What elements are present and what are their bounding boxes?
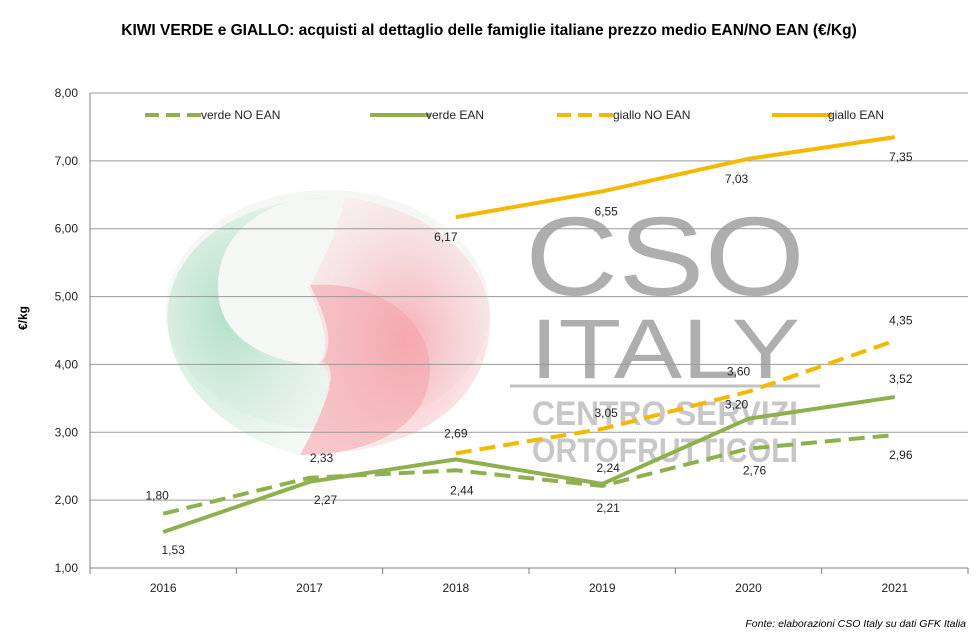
data-label: 1,80: [145, 489, 169, 503]
x-tick-label: 2020: [735, 581, 762, 595]
data-label: 6,17: [434, 230, 458, 244]
y-tick-label: 3,00: [55, 425, 79, 439]
y-axis-title: €/kg: [16, 306, 30, 330]
y-tick-label: 4,00: [55, 357, 79, 371]
watermark-pink-inner: [300, 284, 430, 455]
x-tick-label: 2018: [442, 581, 469, 595]
data-label: 7,35: [889, 150, 913, 164]
axes: [89, 93, 969, 574]
watermark-text-centro-servizi: CENTRO SERVIZI: [532, 395, 798, 433]
x-tick-label: 2017: [296, 581, 323, 595]
watermark-text-ortofrutticoli: ORTOFRUTTICOLI: [532, 432, 798, 470]
data-label: 2,33: [310, 451, 334, 465]
legend-label: verde NO EAN: [201, 108, 280, 122]
series-lines: [162, 135, 896, 534]
legend-label: giallo EAN: [828, 108, 884, 122]
y-tick-label: 2,00: [55, 493, 79, 507]
y-axis-ticks: 1,00 2,00 3,00 4,00 5,00 6,00 7,00 8,00: [55, 86, 79, 575]
data-label: 2,27: [314, 493, 338, 507]
watermark-green-shape: [167, 197, 345, 455]
y-tick-label: 1,00: [55, 561, 79, 575]
data-label: 3,05: [594, 406, 618, 420]
data-label: 3,60: [727, 365, 751, 379]
legend-label: giallo NO EAN: [613, 108, 690, 122]
series-line-verde-no-ean: [162, 433, 895, 516]
legend-label: verde EAN: [426, 108, 484, 122]
series-line-giallo-ean: [455, 135, 896, 220]
source-note: Fonte: elaborazioni CSO Italy su dati GF…: [745, 618, 966, 630]
y-tick-label: 8,00: [55, 86, 79, 100]
data-labels: 1,80 2,33 2,44 2,21 2,76 2,96 1,53 2,27 2,24 3,20…: [145, 150, 912, 557]
watermark-text-italy: ITALY: [530, 302, 800, 396]
data-label: 2,24: [596, 461, 620, 475]
y-tick-label: 6,00: [55, 222, 79, 236]
y-tick-label: 7,00: [55, 154, 79, 168]
series-line-giallo-no-ean: [455, 338, 896, 456]
data-label: 7,03: [725, 172, 749, 186]
data-label: 4,35: [889, 314, 913, 328]
watermark-text-cso: CSO: [525, 194, 805, 319]
data-label: 2,69: [444, 426, 468, 440]
legend: verde NO EAN verde EAN giallo NO EAN giallo…: [145, 108, 884, 122]
series-line-verde-ean: [162, 395, 896, 534]
cso-italy-watermark-logo: CSO ITALY CENTRO SERVIZI ORTOFRUTTICOLI: [166, 190, 820, 470]
y-tick-label: 5,00: [55, 290, 79, 304]
x-tick-label: 2021: [881, 581, 908, 595]
x-tick-label: 2019: [589, 581, 616, 595]
data-label: 6,55: [594, 204, 618, 218]
chart-title: KIWI VERDE e GIALLO: acquisti al dettagl…: [121, 22, 857, 39]
data-label: 2,44: [450, 483, 474, 497]
data-label: 2,96: [889, 448, 913, 462]
data-label: 3,52: [889, 372, 913, 386]
data-label: 2,21: [596, 501, 620, 515]
x-axis-ticks: 2016 2017 2018 2019 2020 2021: [150, 581, 909, 595]
data-label: 2,76: [743, 464, 767, 478]
data-label: 1,53: [161, 543, 185, 557]
x-tick-label: 2016: [150, 581, 177, 595]
data-label: 3,20: [725, 398, 749, 412]
